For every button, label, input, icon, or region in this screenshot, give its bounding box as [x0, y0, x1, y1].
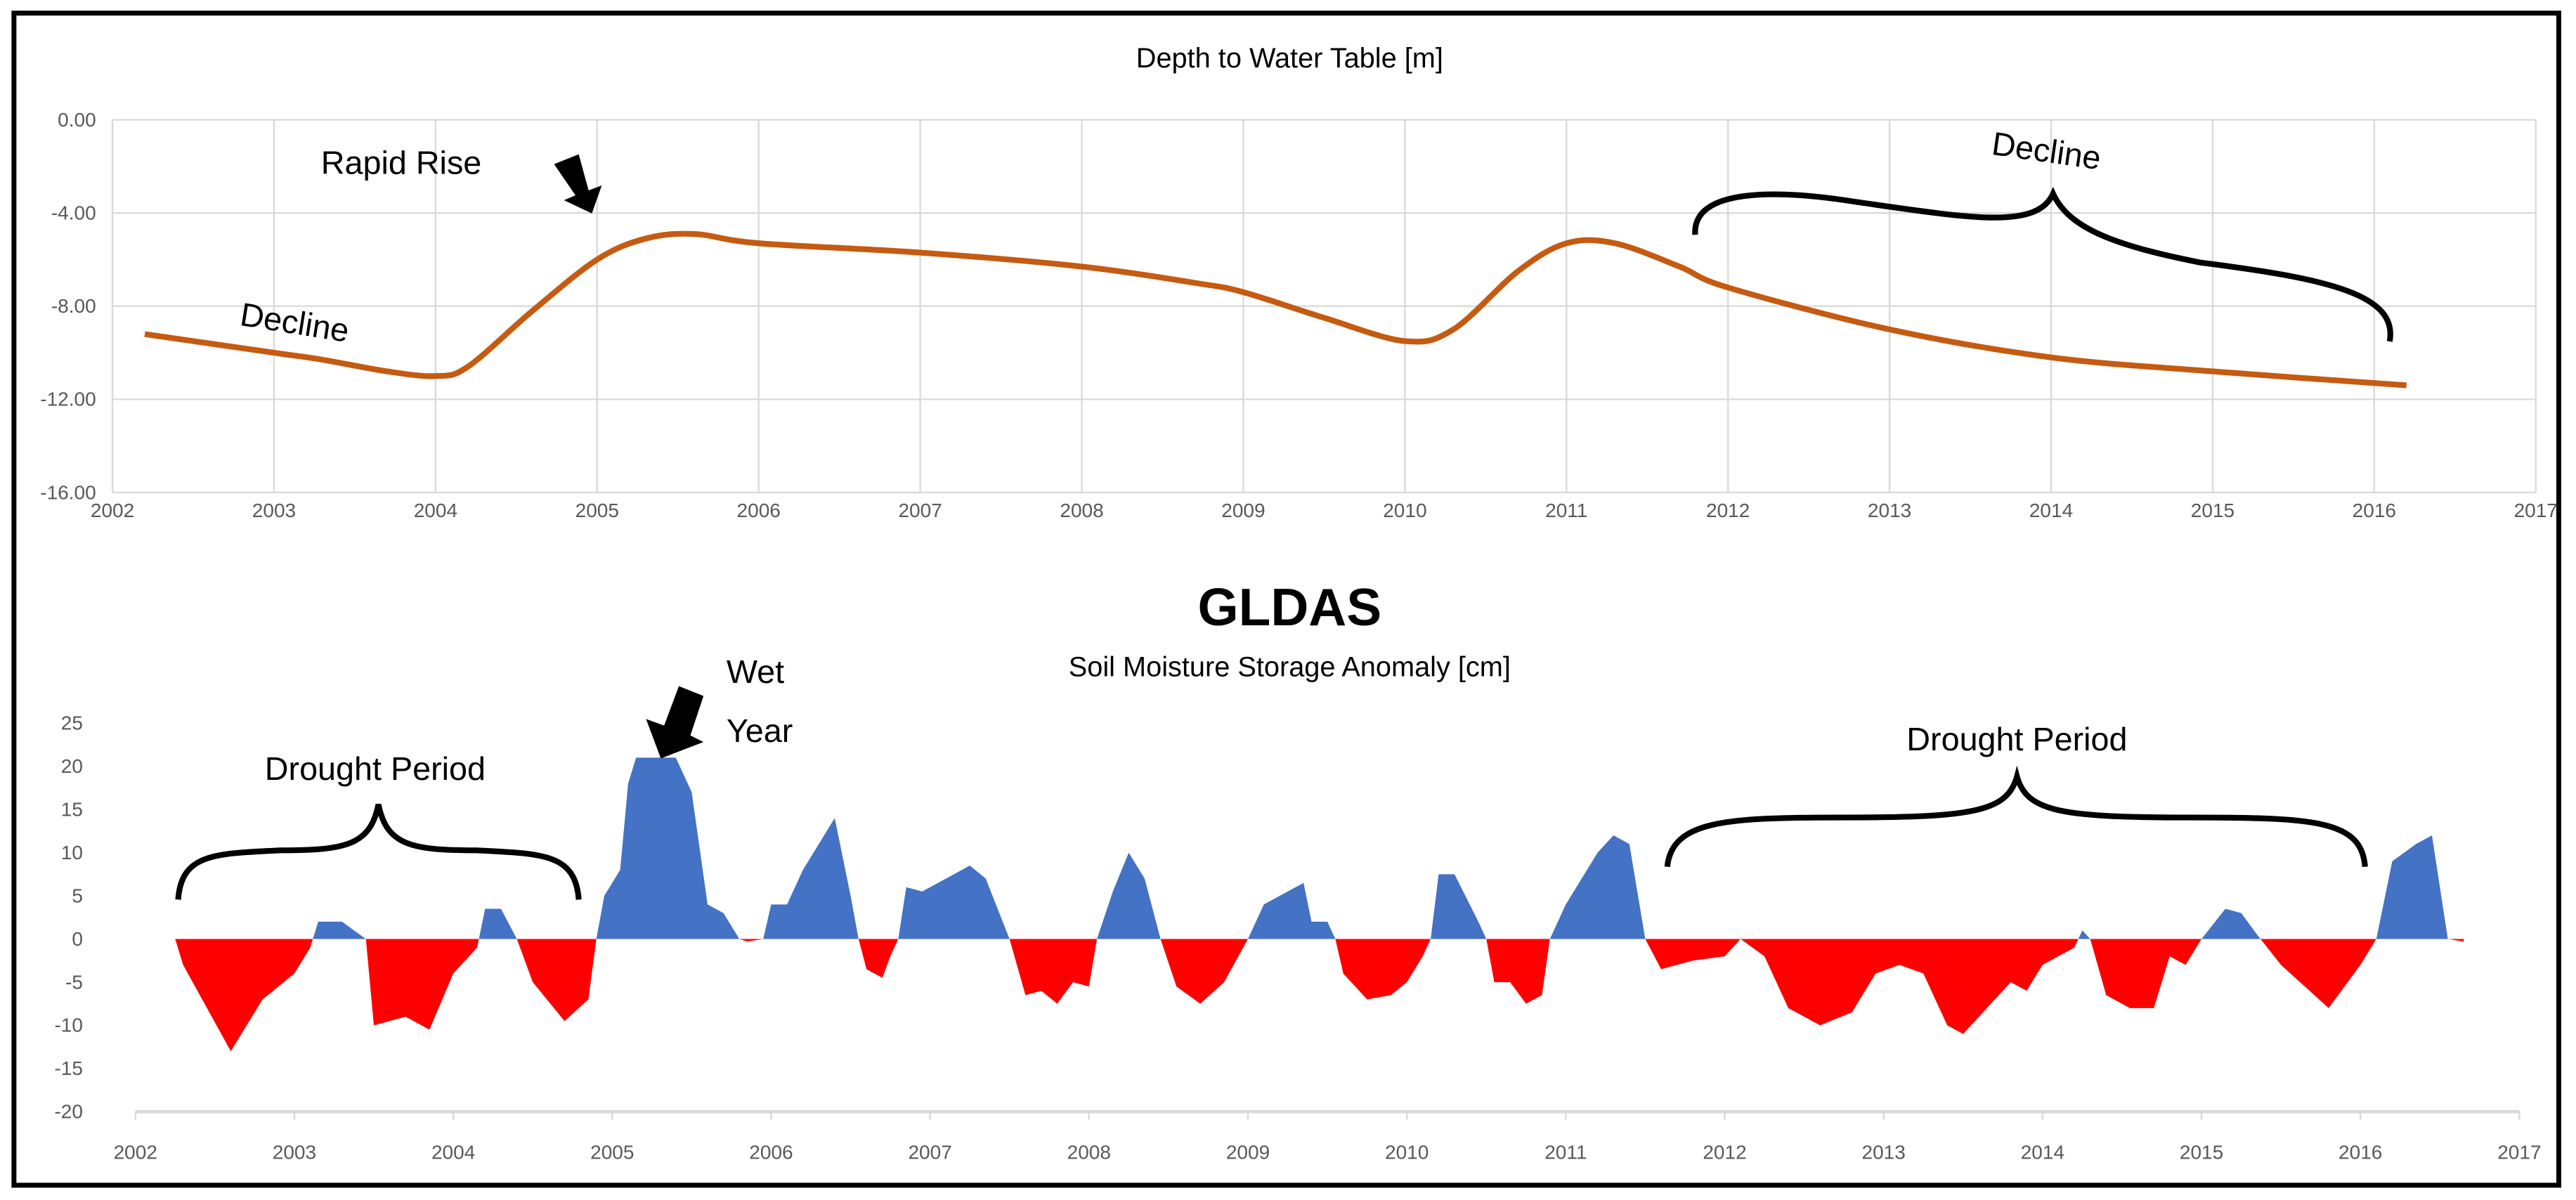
brace-drought-right: [1664, 765, 2368, 868]
y-tick-label: -5: [65, 971, 83, 993]
x-tick-label: 2013: [1868, 500, 1911, 521]
annotation-drought-right: Drought Period: [1906, 721, 2127, 757]
annotation-rapid-rise: Rapid Rise: [321, 145, 482, 181]
y-tick-label: 10: [61, 842, 83, 863]
x-tick-label: 2013: [1862, 1142, 1906, 1163]
x-tick-label: 2007: [898, 500, 942, 521]
y-tick-label: 25: [61, 712, 83, 734]
positive-anomaly-area: [175, 757, 2464, 939]
x-tick-label: 2014: [2029, 500, 2073, 521]
x-tick-label: 2016: [2353, 500, 2396, 521]
x-tick-label: 2002: [114, 1142, 157, 1163]
annotation-drought-left: Drought Period: [265, 750, 486, 787]
x-tick-label: 2003: [252, 500, 296, 521]
x-tick-label: 2008: [1067, 1142, 1111, 1163]
x-tick-label: 2012: [1706, 500, 1750, 521]
x-tick-label: 2017: [2514, 500, 2558, 521]
x-tick-label: 2009: [1226, 1142, 1270, 1163]
x-tick-label: 2015: [2180, 1142, 2223, 1163]
y-tick-label: 0: [72, 928, 83, 950]
x-tick-label: 2006: [737, 500, 781, 521]
y-tick-label: -8.00: [51, 295, 96, 317]
x-tick-label: 2010: [1385, 1142, 1429, 1163]
x-tick-label: 2011: [1545, 500, 1587, 521]
x-tick-label: 2007: [908, 1142, 951, 1163]
x-tick-label: 2012: [1703, 1142, 1746, 1163]
y-tick-label: -12.00: [40, 389, 96, 410]
negative-anomaly-area: [175, 939, 2464, 1052]
y-tick-label: 15: [61, 798, 83, 820]
x-tick-label: 2010: [1383, 500, 1426, 521]
gldas-title: GLDAS: [1198, 578, 1382, 637]
x-tick-label: 2011: [1544, 1142, 1587, 1163]
x-tick-label: 2017: [2497, 1142, 2541, 1163]
brace-drought-left: [175, 804, 582, 900]
y-tick-label: -4.00: [51, 202, 96, 224]
x-tick-label: 2004: [431, 1142, 475, 1163]
x-tick-label: 2009: [1221, 500, 1265, 521]
y-tick-label: 20: [61, 755, 83, 777]
x-tick-label: 2004: [414, 500, 457, 521]
x-tick-label: 2002: [91, 500, 134, 521]
depth-chart: Depth to Water Table [m] 0.00 -4.00 -8.00 -…: [40, 43, 2558, 521]
x-tick-label: 2005: [590, 1142, 634, 1163]
annotation-wet: Wet: [727, 653, 784, 690]
y-tick-label: 0.00: [58, 109, 96, 131]
depth-series-line: [144, 230, 2407, 389]
x-tick-label: 2008: [1060, 500, 1103, 521]
y-tick-label: -16.00: [40, 481, 96, 503]
annotation-year: Year: [727, 712, 793, 749]
x-tick-label: 2005: [575, 500, 619, 521]
arrow-icon: [554, 154, 602, 214]
x-tick-label: 2016: [2338, 1142, 2382, 1163]
arrow-icon: [646, 686, 704, 759]
gldas-subtitle: Soil Moisture Storage Anomaly [cm]: [1069, 652, 1511, 683]
x-tick-label: 2015: [2191, 500, 2235, 521]
x-tick-label: 2014: [2021, 1142, 2064, 1163]
x-tick-label: 2006: [749, 1142, 793, 1163]
y-tick-label: 5: [72, 885, 83, 906]
y-tick-label: -15: [54, 1057, 83, 1079]
brace-decline: [1692, 186, 2393, 342]
y-tick-label: -10: [54, 1015, 83, 1036]
y-tick-label: -20: [54, 1101, 83, 1123]
x-tick-label: 2003: [273, 1142, 316, 1163]
depth-chart-title: Depth to Water Table [m]: [1136, 43, 1443, 74]
gldas-chart: GLDAS Soil Moisture Storage Anomaly [cm]…: [54, 578, 2541, 1163]
